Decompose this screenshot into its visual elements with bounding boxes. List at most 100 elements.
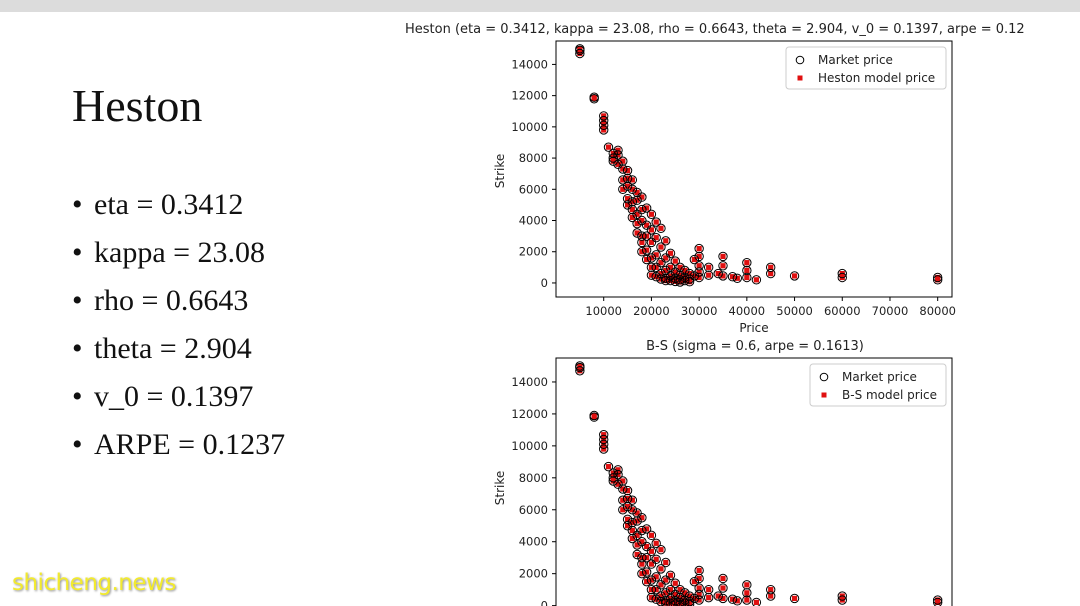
model-point <box>672 269 678 275</box>
market-point <box>718 583 728 593</box>
market-point <box>637 537 647 547</box>
market-point <box>789 593 800 604</box>
y-tick-label: 2000 <box>519 245 548 259</box>
market-point <box>608 473 618 483</box>
market-point <box>641 254 652 265</box>
model-point <box>720 273 726 279</box>
model-point <box>667 587 674 593</box>
market-point <box>599 434 609 445</box>
market-point <box>627 505 638 515</box>
legend-model-marker <box>821 392 827 398</box>
market-point <box>641 203 652 213</box>
market-point <box>694 272 704 283</box>
market-point <box>684 599 695 606</box>
model-point <box>644 247 650 253</box>
market-point <box>932 275 943 285</box>
market-point <box>622 181 633 191</box>
model-point <box>744 274 750 281</box>
market-point <box>613 145 623 155</box>
y-tick-label: 0 <box>541 599 548 606</box>
model-point <box>686 279 693 285</box>
model-point <box>677 602 683 606</box>
model-point <box>624 183 631 189</box>
model-point <box>658 582 664 588</box>
legend-model-label: Heston model price <box>818 71 935 85</box>
market-point <box>627 495 638 505</box>
model-point <box>686 601 693 606</box>
market-point <box>618 175 628 185</box>
bullet-v0: v_0 = 0.1397 <box>72 375 285 423</box>
market-point <box>608 476 618 486</box>
bullet-rho: rho = 0.6643 <box>72 279 285 327</box>
market-point <box>837 272 847 283</box>
model-point <box>706 595 712 601</box>
model-point <box>634 551 640 558</box>
model-point <box>691 256 697 263</box>
data-points <box>575 44 943 287</box>
market-point <box>622 200 633 210</box>
market-point <box>742 595 752 605</box>
market-point <box>646 575 657 585</box>
model-point <box>672 601 678 606</box>
market-point <box>651 272 661 282</box>
model-point <box>653 264 659 270</box>
chart-title: Heston (eta = 0.3412, kappa = 23.08, rho… <box>405 22 1025 37</box>
model-point <box>577 364 583 371</box>
model-point <box>610 478 616 484</box>
model-point <box>610 158 616 164</box>
market-point <box>713 268 723 279</box>
bullet-eta: eta = 0.3412 <box>72 183 285 231</box>
market-point <box>646 209 657 219</box>
market-point <box>656 274 666 284</box>
market-point <box>680 598 690 606</box>
model-point <box>658 593 664 599</box>
model-point <box>639 249 645 255</box>
model-point <box>667 595 674 602</box>
model-point <box>620 497 626 503</box>
market-point <box>646 530 657 541</box>
legend: Market price Heston model price <box>785 46 947 90</box>
model-point <box>644 543 650 550</box>
market-point <box>694 251 704 262</box>
market-point <box>632 209 642 219</box>
model-point <box>639 571 645 577</box>
model-point <box>768 593 774 599</box>
market-point <box>932 595 943 605</box>
market-point <box>670 276 680 287</box>
market-point <box>718 593 728 604</box>
market-point <box>641 567 652 577</box>
market-point <box>637 568 647 579</box>
market-point <box>765 268 776 279</box>
market-point <box>718 251 728 262</box>
market-point <box>675 597 685 606</box>
model-point <box>648 587 655 593</box>
model-point <box>696 585 702 591</box>
y-tick-label: 8000 <box>519 471 548 485</box>
market-point <box>713 591 723 601</box>
model-point <box>615 472 621 478</box>
market-point <box>599 439 609 449</box>
model-point <box>591 96 597 102</box>
market-point <box>575 362 585 373</box>
market-point <box>637 525 647 536</box>
model-point <box>644 579 650 585</box>
market-point <box>637 231 647 241</box>
market-point <box>651 250 661 260</box>
market-point <box>627 197 638 207</box>
y-tick-label: 10000 <box>511 120 548 134</box>
legend-box <box>809 363 947 407</box>
model-point <box>696 274 702 281</box>
model-point <box>658 547 664 553</box>
model-point <box>648 532 655 538</box>
market-point <box>789 271 800 281</box>
parameter-list: eta = 0.3412 kappa = 23.08 rho = 0.6643 … <box>72 183 285 471</box>
market-point <box>665 570 676 580</box>
model-point <box>601 436 607 443</box>
model-point <box>653 587 659 593</box>
model-point <box>629 497 635 503</box>
market-point <box>646 559 657 569</box>
market-point <box>632 228 642 238</box>
top-bar <box>0 0 1080 12</box>
model-point <box>753 277 759 283</box>
market-point <box>641 220 652 230</box>
